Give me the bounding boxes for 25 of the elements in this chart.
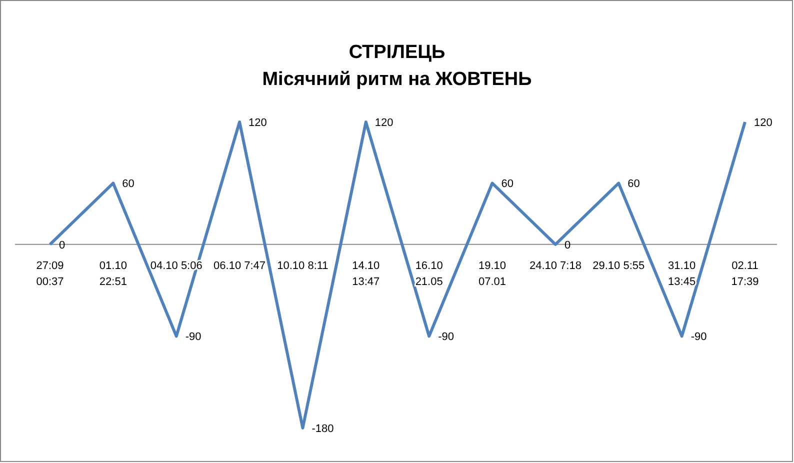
data-label: 120 bbox=[754, 117, 772, 129]
chart-title: СТРІЛЕЦЬ bbox=[348, 42, 446, 63]
data-label: 60 bbox=[501, 178, 514, 190]
data-label: 60 bbox=[628, 178, 640, 190]
x-tick-label: 31.10 13:45 bbox=[668, 260, 696, 288]
x-tick-label: 01.10 22:51 bbox=[99, 260, 127, 288]
data-label: -90 bbox=[690, 331, 707, 344]
data-label: -90 bbox=[185, 331, 202, 344]
chart-subtitle: Місячний ритм на ЖОВТЕНЬ bbox=[262, 69, 532, 90]
x-tick-label: 19.10 07.01 bbox=[478, 260, 506, 288]
data-label: -180 bbox=[312, 423, 334, 435]
x-tick-label: 27:09 00:37 bbox=[36, 260, 64, 288]
x-tick-label: 02.11 17:39 bbox=[731, 260, 759, 288]
data-label: 120 bbox=[374, 117, 394, 129]
x-tick-label: 06.10 7:47 bbox=[214, 260, 266, 272]
x-tick-label: 14.10 13:47 bbox=[352, 260, 380, 288]
x-tick-label: 29.10 5:55 bbox=[592, 260, 645, 272]
data-label: 60 bbox=[122, 178, 134, 190]
x-tick-label: 10.10 8:11 bbox=[277, 260, 328, 272]
x-tick-label: 16.10 21.05 bbox=[415, 260, 443, 288]
data-label: -90 bbox=[438, 331, 454, 344]
data-label: 120 bbox=[248, 117, 267, 129]
data-label: 0 bbox=[564, 239, 571, 252]
data-label: 0 bbox=[59, 239, 66, 252]
x-tick-label: 24.10 7:18 bbox=[529, 260, 582, 272]
